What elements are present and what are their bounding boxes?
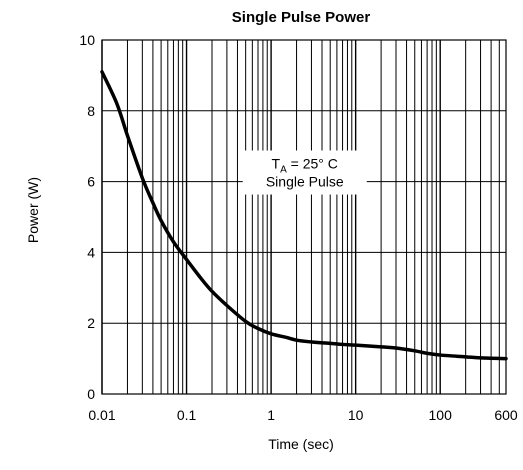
y-axis-label: Power (W)	[25, 177, 41, 243]
y-tick-label: 0	[87, 386, 95, 402]
annotation-line-2: Single Pulse	[266, 174, 344, 190]
x-axis-label: Time (sec)	[268, 436, 334, 452]
annotation-temperature: = 25° C	[287, 156, 338, 172]
x-tick-label: 0.1	[177, 407, 197, 423]
chart-title: Single Pulse Power	[232, 9, 371, 26]
x-tick-label: 600	[494, 407, 518, 423]
y-tick-label: 6	[87, 174, 95, 190]
y-tick-label: 10	[79, 32, 95, 48]
annotation-subscript: A	[280, 165, 287, 176]
y-tick-labels: 0 2 4 6 8 10	[79, 32, 95, 402]
annotation-line-1: TA = 25° C	[272, 156, 338, 176]
annotation-background	[242, 150, 367, 195]
x-tick-labels: 0.01 0.1 1 10 100 600	[88, 407, 518, 423]
x-tick-label: 1	[267, 407, 275, 423]
x-tick-label: 10	[348, 407, 364, 423]
y-tick-label: 8	[87, 103, 95, 119]
x-tick-label: 0.01	[88, 407, 115, 423]
plot-frame	[101, 39, 507, 395]
annotation: TA = 25° C Single Pulse	[242, 150, 367, 195]
y-tick-label: 2	[87, 315, 95, 331]
x-tick-label: 100	[429, 407, 453, 423]
series-line	[100, 70, 508, 361]
y-tick-label: 4	[87, 244, 95, 260]
grid-minor-lines	[126, 40, 507, 394]
annotation-symbol: T	[272, 156, 281, 172]
